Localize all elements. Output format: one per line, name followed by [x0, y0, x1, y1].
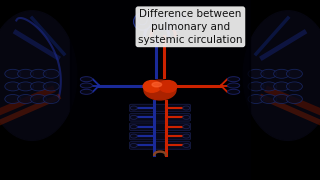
Ellipse shape	[151, 13, 169, 30]
Ellipse shape	[286, 82, 302, 91]
Ellipse shape	[274, 69, 290, 78]
Ellipse shape	[80, 89, 92, 94]
Ellipse shape	[261, 82, 277, 91]
Ellipse shape	[248, 94, 264, 103]
Ellipse shape	[152, 82, 162, 87]
Ellipse shape	[130, 143, 137, 147]
Ellipse shape	[43, 69, 59, 78]
Ellipse shape	[5, 69, 21, 78]
Ellipse shape	[0, 11, 77, 140]
Ellipse shape	[130, 106, 137, 110]
Ellipse shape	[286, 94, 302, 103]
Ellipse shape	[80, 77, 92, 82]
Ellipse shape	[169, 13, 187, 30]
Ellipse shape	[228, 83, 240, 88]
Ellipse shape	[43, 94, 59, 103]
Text: Difference between
pulmonary and
systemic circulation: Difference between pulmonary and systemi…	[138, 9, 243, 45]
FancyBboxPatch shape	[130, 114, 190, 121]
Ellipse shape	[183, 134, 190, 138]
Ellipse shape	[130, 115, 137, 119]
Ellipse shape	[274, 82, 290, 91]
Ellipse shape	[248, 82, 264, 91]
Ellipse shape	[138, 15, 147, 25]
Ellipse shape	[261, 94, 277, 103]
Ellipse shape	[183, 115, 190, 119]
Ellipse shape	[183, 125, 190, 129]
Ellipse shape	[274, 94, 290, 103]
Ellipse shape	[248, 69, 264, 78]
Ellipse shape	[130, 125, 137, 129]
Ellipse shape	[80, 83, 92, 88]
FancyBboxPatch shape	[130, 123, 190, 130]
FancyBboxPatch shape	[130, 104, 190, 112]
Ellipse shape	[228, 77, 240, 82]
Ellipse shape	[228, 89, 240, 94]
Ellipse shape	[18, 94, 34, 103]
Ellipse shape	[134, 13, 151, 30]
Ellipse shape	[30, 94, 46, 103]
Ellipse shape	[30, 69, 46, 78]
Ellipse shape	[18, 82, 34, 91]
Ellipse shape	[5, 94, 21, 103]
Ellipse shape	[173, 15, 182, 25]
Ellipse shape	[18, 69, 34, 78]
Ellipse shape	[143, 81, 161, 92]
Ellipse shape	[30, 82, 46, 91]
Ellipse shape	[183, 106, 190, 110]
Ellipse shape	[5, 82, 21, 91]
Ellipse shape	[144, 80, 176, 100]
Ellipse shape	[261, 69, 277, 78]
Ellipse shape	[43, 82, 59, 91]
FancyBboxPatch shape	[130, 132, 190, 140]
Ellipse shape	[159, 81, 177, 92]
Ellipse shape	[155, 15, 165, 25]
Ellipse shape	[183, 143, 190, 147]
Ellipse shape	[243, 11, 320, 140]
Ellipse shape	[130, 134, 137, 138]
FancyBboxPatch shape	[130, 142, 190, 149]
Ellipse shape	[286, 69, 302, 78]
